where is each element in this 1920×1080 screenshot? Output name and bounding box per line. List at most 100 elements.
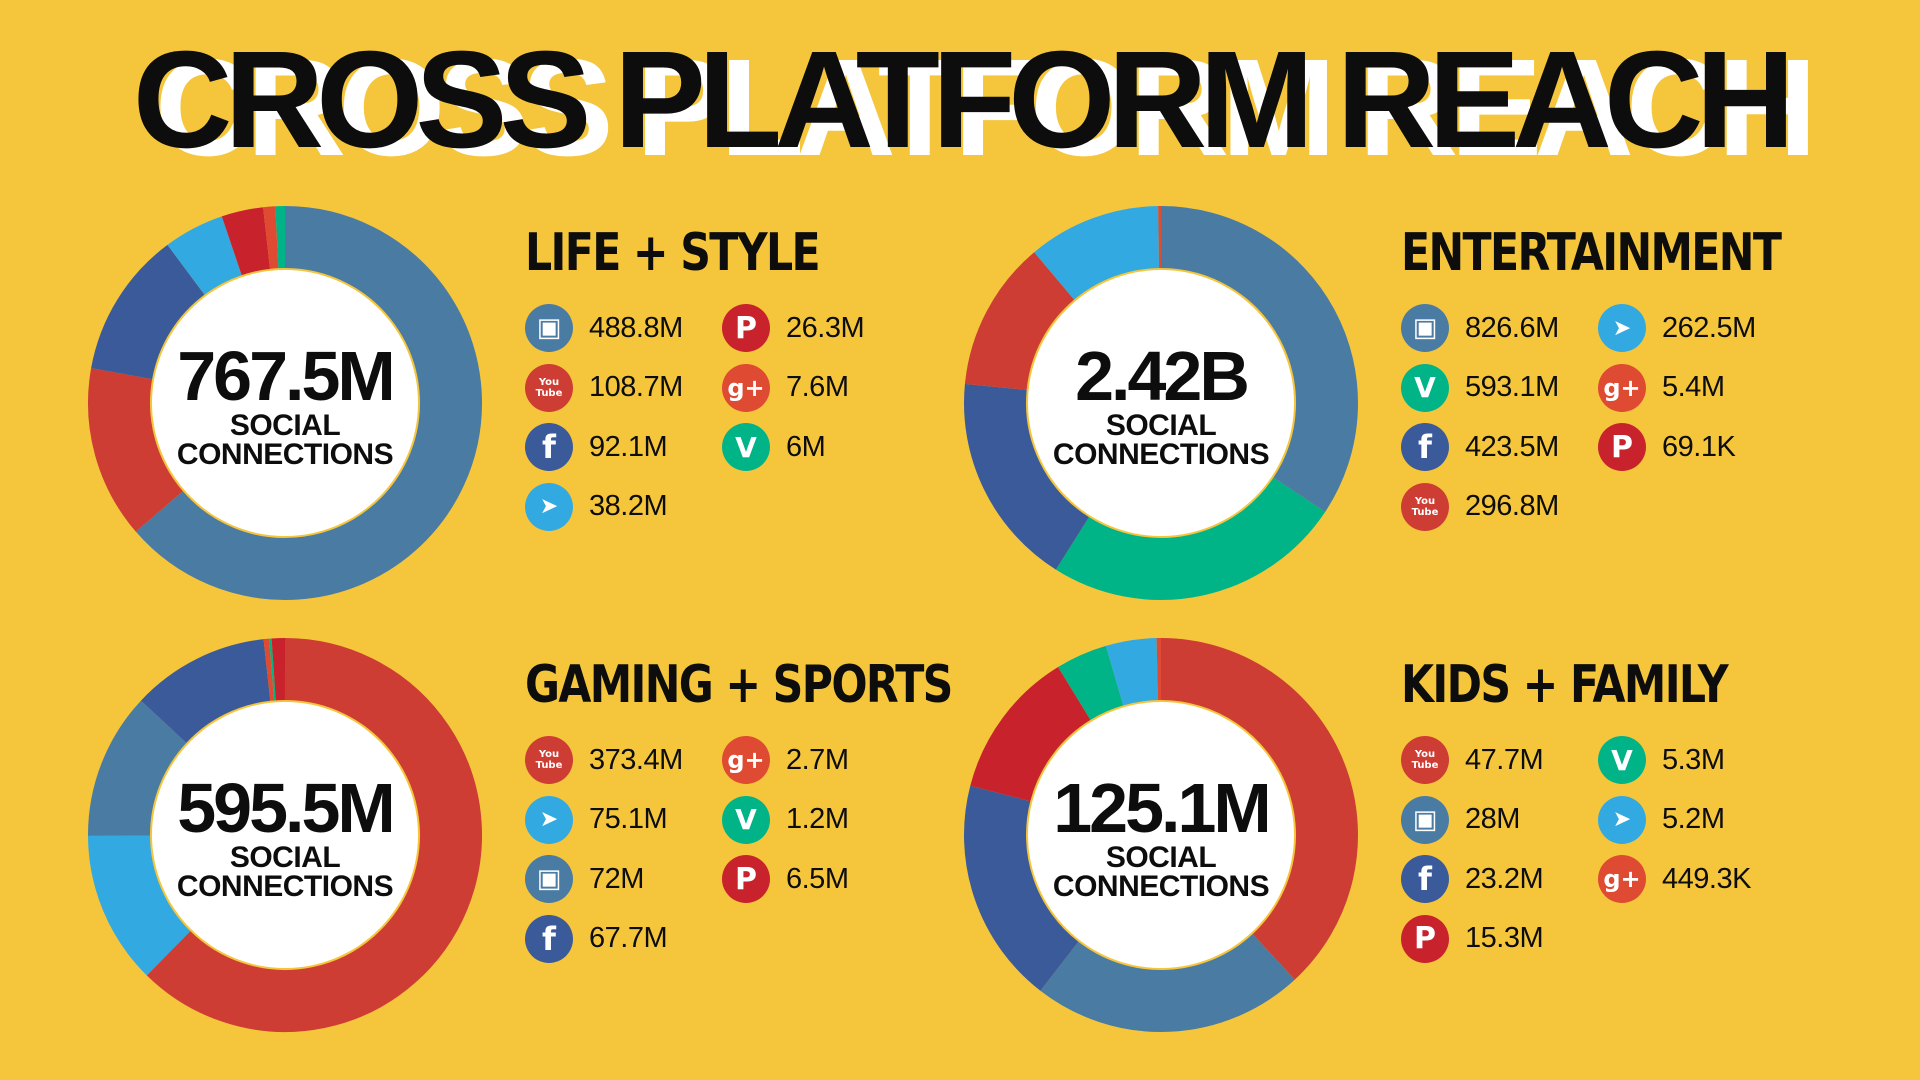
donut-slice-googleplus (263, 206, 279, 269)
panel-gaming-sports: 595.5M SOCIAL CONNECTIONS GAMING + SPORT… (0, 630, 960, 1060)
stat-value: 262.5M (1662, 311, 1756, 344)
stat-youtube: You Tube 47.7M (1401, 735, 1544, 785)
donut-slice-instagram (1160, 206, 1358, 512)
donut-slice-pinterest (970, 667, 1092, 803)
stat-value: 67.7M (589, 922, 668, 954)
stats-list: ▣ 826.6M V 593.1M f 423.5M You Tube 296.8M ➤ 262.… (1401, 303, 1821, 563)
stat-googleplus: g+ 449.3K (1598, 854, 1751, 904)
total-value: 595.5M (177, 769, 395, 847)
stat-instagram: ▣ 72M (525, 854, 644, 904)
stat-value: 2.7M (786, 743, 849, 776)
stat-instagram: ▣ 826.6M (1401, 303, 1559, 353)
stat-pinterest: P 15.3M (1401, 914, 1544, 964)
stat-vine: V 5.3M (1598, 735, 1725, 785)
stat-value: 826.6M (1465, 311, 1559, 344)
stat-googleplus: g+ 5.4M (1598, 363, 1725, 413)
category-title: GAMING + SPORTS (525, 655, 953, 715)
stat-instagram: ▣ 28M (1401, 795, 1520, 845)
donut-slice-twitter (1034, 206, 1160, 301)
stat-value: 449.3K (1662, 862, 1751, 895)
vine-icon: V (722, 423, 770, 471)
donut-slice-facebook (91, 244, 206, 380)
stat-value: 15.3M (1465, 922, 1544, 954)
total-sublabel-1: SOCIAL (229, 841, 341, 874)
donut-slice-twitter (1105, 638, 1159, 706)
stat-facebook: f 423.5M (1401, 422, 1559, 472)
donut-slice-facebook (141, 639, 272, 744)
page-title: CROSS PLATFORM REACH CROSS PLATFORM REAC… (0, 23, 1920, 178)
stat-facebook: f 92.1M (525, 422, 668, 472)
total-value: 125.1M (1053, 769, 1271, 847)
stat-value: 47.7M (1465, 743, 1544, 776)
stat-value: 373.4M (589, 743, 683, 776)
title-text: CROSS PLATFORM REACH (132, 23, 1795, 177)
googleplus-icon: g+ (1598, 855, 1646, 903)
stat-googleplus: g+ 2.7M (722, 735, 849, 785)
donut-center: 2.42B SOCIAL CONNECTIONS (956, 198, 1366, 608)
googleplus-icon: g+ (1598, 363, 1646, 412)
stat-youtube: You Tube 296.8M (1401, 482, 1559, 532)
facebook-icon: f (525, 914, 573, 963)
donut-slice-instagram (1040, 933, 1295, 1032)
total-sublabel-2: CONNECTIONS (176, 870, 394, 903)
stat-facebook: f 23.2M (1401, 854, 1544, 904)
stat-value: 593.1M (1465, 371, 1559, 403)
panel-entertainment: 2.42B SOCIAL CONNECTIONS ENTERTAINMENT ▣… (876, 198, 1836, 628)
total-sublabel-2: CONNECTIONS (1052, 438, 1270, 471)
instagram-icon: ▣ (525, 304, 573, 352)
instagram-icon: ▣ (525, 855, 573, 903)
stat-instagram: ▣ 488.8M (525, 303, 683, 353)
donut-slice-youtube (88, 368, 184, 532)
facebook-icon: f (1401, 423, 1449, 471)
stat-value: 488.8M (589, 311, 683, 344)
youtube-icon: You Tube (525, 736, 573, 784)
googleplus-icon: g+ (722, 736, 770, 784)
total-sublabel-1: SOCIAL (1105, 841, 1217, 874)
stat-value: 72M (589, 862, 644, 895)
stat-vine: V 593.1M (1401, 363, 1559, 413)
category-title: LIFE + STYLE (525, 223, 821, 283)
stat-pinterest: P 26.3M (722, 303, 865, 353)
donut-hole (152, 702, 418, 968)
donut-slice-youtube (146, 638, 482, 1032)
donut-slice-youtube (964, 252, 1075, 391)
youtube-icon: You Tube (1401, 482, 1449, 531)
stat-vine: V 6M (722, 422, 826, 472)
stat-vine: V 1.2M (722, 795, 849, 845)
stat-twitter: ➤ 38.2M (525, 482, 668, 532)
panel-kids-family: 125.1M SOCIAL CONNECTIONS KIDS + FAMILY … (876, 630, 1836, 1060)
donut-slice-facebook (964, 383, 1090, 570)
donut-slice-twitter (167, 216, 243, 296)
donut-slice-pinterest (221, 207, 271, 276)
stat-twitter: ➤ 75.1M (525, 795, 668, 845)
googleplus-icon: g+ (722, 363, 770, 412)
stat-twitter: ➤ 262.5M (1598, 303, 1756, 353)
total-sublabel-1: SOCIAL (229, 409, 341, 442)
twitter-icon: ➤ (525, 482, 573, 531)
stat-value: 23.2M (1465, 862, 1544, 895)
pinterest-icon: P (1598, 423, 1646, 471)
donut-hole (1028, 270, 1294, 536)
facebook-icon: f (1401, 855, 1449, 903)
youtube-icon: You Tube (1401, 736, 1449, 784)
title-shadow: CROSS PLATFORM REACH (154, 31, 1817, 185)
donut-center: 125.1M SOCIAL CONNECTIONS (956, 630, 1366, 1040)
stat-value: 6.5M (786, 862, 849, 895)
donut-svg (964, 638, 1358, 1032)
pinterest-icon: P (722, 855, 770, 903)
stat-value: 5.4M (1662, 371, 1725, 403)
donut-slice-facebook (964, 785, 1079, 991)
pinterest-icon: P (1401, 914, 1449, 963)
stat-youtube: You Tube 108.7M (525, 363, 683, 413)
donut-slice-youtube (1160, 638, 1358, 980)
category-title: ENTERTAINMENT (1401, 223, 1782, 283)
total-value: 767.5M (177, 337, 395, 415)
stat-value: 423.5M (1465, 430, 1559, 463)
instagram-icon: ▣ (1401, 304, 1449, 352)
stat-googleplus: g+ 7.6M (722, 363, 849, 413)
stat-value: 28M (1465, 803, 1520, 835)
stat-value: 38.2M (589, 490, 668, 522)
donut-hole (1028, 702, 1294, 968)
total-sublabel-1: SOCIAL (1105, 409, 1217, 442)
donut-svg (964, 205, 1358, 600)
